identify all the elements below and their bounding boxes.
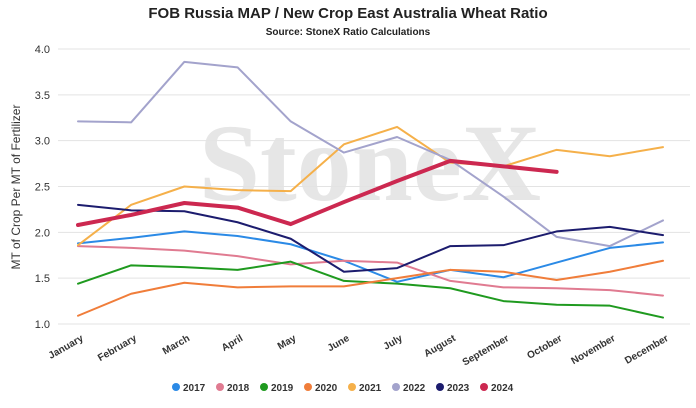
- y-tick-label: 4.0: [35, 44, 50, 56]
- y-axis-label: MT of Crop Per MT of Fertilizer: [9, 105, 23, 270]
- series-line: [77, 203, 664, 273]
- series-line: [77, 60, 664, 248]
- x-tick-label: May: [276, 333, 299, 352]
- series-line: [76, 158, 559, 227]
- x-tick-label: March: [161, 333, 192, 357]
- x-tick-label: August: [422, 333, 458, 360]
- series-line: [77, 259, 664, 317]
- series-line: [77, 125, 664, 247]
- x-tick-label: October: [525, 333, 564, 362]
- y-tick-label: 2.5: [35, 182, 50, 194]
- x-tick-label: April: [220, 333, 245, 354]
- series-line: [77, 230, 664, 283]
- y-tick-label: 2.0: [35, 227, 50, 239]
- legend-marker: [480, 383, 488, 391]
- x-tick-label: December: [623, 333, 670, 367]
- x-tick-label: September: [461, 333, 511, 368]
- legend-label: 2017: [183, 383, 206, 394]
- x-tick-label: June: [326, 333, 352, 354]
- legend-label: 2021: [359, 383, 382, 394]
- y-tick-label: 3.5: [35, 90, 50, 102]
- legend-marker: [172, 383, 180, 391]
- legend-marker: [392, 383, 400, 391]
- y-tick-label: 1.5: [35, 273, 50, 285]
- legend-label: 2024: [491, 383, 514, 394]
- legend-marker: [348, 383, 356, 391]
- x-tick-label: November: [569, 333, 617, 367]
- chart-subtitle: Source: StoneX Ratio Calculations: [266, 27, 431, 38]
- legend-marker: [304, 383, 312, 391]
- legend-label: 2022: [403, 383, 426, 394]
- x-tick-label: July: [382, 333, 405, 353]
- x-tick-label: January: [47, 333, 86, 362]
- series-line: [77, 245, 664, 297]
- legend-label: 2019: [271, 383, 294, 394]
- legend-label: 2018: [227, 383, 250, 394]
- legend-marker: [436, 383, 444, 391]
- x-tick-label: February: [96, 333, 139, 364]
- legend-marker: [260, 383, 268, 391]
- y-tick-label: 1.0: [35, 319, 50, 331]
- legend-marker: [216, 383, 224, 391]
- y-tick-label: 3.0: [35, 136, 50, 148]
- chart-title: FOB Russia MAP / New Crop East Australia…: [148, 5, 547, 22]
- legend-label: 2020: [315, 383, 338, 394]
- legend-label: 2023: [447, 383, 470, 394]
